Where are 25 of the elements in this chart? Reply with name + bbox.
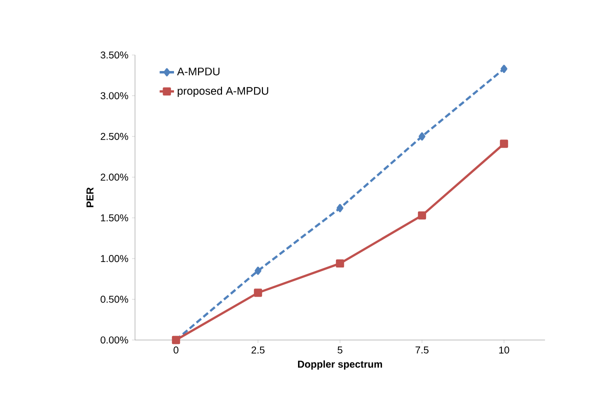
legend-label: proposed A-MPDU xyxy=(178,86,268,97)
point xyxy=(500,64,508,73)
y-tick-label: 1.00% xyxy=(101,255,128,262)
y-tick-label: 0.50% xyxy=(100,296,128,303)
y-tick-label: 3.50% xyxy=(100,51,128,59)
y-tick-label: 0.00% xyxy=(100,336,128,344)
point xyxy=(254,266,262,275)
y-axis-title: PER xyxy=(86,187,94,208)
point xyxy=(254,288,262,297)
y-tick-label: 2.00% xyxy=(100,174,128,181)
point xyxy=(336,204,344,212)
x-axis-title: Doppler spectrum xyxy=(298,360,382,370)
y-tick-label: 2.50% xyxy=(100,132,128,140)
y-tick-label: 1.50% xyxy=(101,214,128,222)
point xyxy=(418,132,426,141)
legend-label: A-MPDU xyxy=(177,68,220,76)
x-tick-label: 2.5 xyxy=(252,346,265,354)
point xyxy=(418,211,426,220)
x-tick-label: 0 xyxy=(174,346,178,354)
point xyxy=(500,140,508,148)
point xyxy=(336,259,344,268)
y-tick-label: 3.00% xyxy=(100,92,128,100)
x-tick-label: 10 xyxy=(499,346,510,354)
x-tick-label: 7.5 xyxy=(416,346,429,354)
x-tick-label: 5 xyxy=(338,346,342,354)
